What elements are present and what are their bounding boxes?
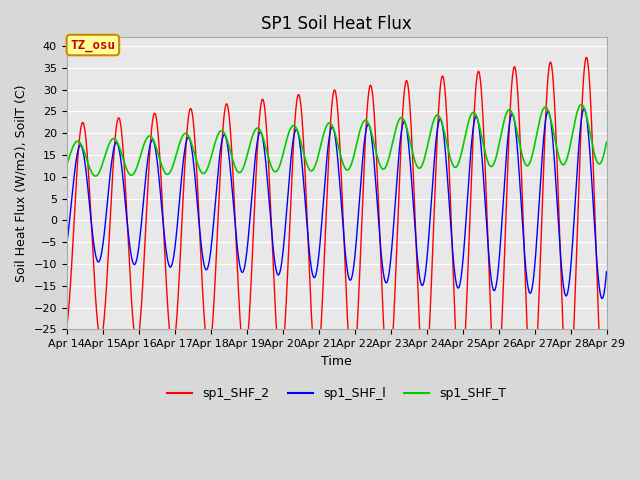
sp1_SHF_2 [170, 343, 177, 348]
sp1_SHF_2 [603, 389, 611, 395]
sp1_SHF_T [420, 155, 428, 161]
sp1_SHF_2 [420, 377, 428, 383]
sp1_SHF_T [603, 139, 611, 145]
Line: sp1_SHF_2: sp1_SHF_2 [67, 58, 607, 403]
sp1_SHF_2 [243, 341, 251, 347]
Text: TZ_osu: TZ_osu [70, 38, 115, 51]
Line: sp1_SHF_l: sp1_SHF_l [67, 109, 607, 299]
sp1_SHF_2 [63, 324, 70, 329]
sp1_SHF_T [539, 107, 547, 113]
Title: SP1 Soil Heat Flux: SP1 Soil Heat Flux [261, 15, 412, 33]
sp1_SHF_l [420, 277, 428, 283]
sp1_SHF_l [538, 151, 546, 157]
sp1_SHF_l [580, 106, 588, 112]
sp1_SHF_l [170, 254, 177, 260]
sp1_SHF_2 [600, 400, 608, 406]
sp1_SHF_2 [582, 55, 590, 60]
sp1_SHF_T [92, 173, 99, 179]
sp1_SHF_T [170, 159, 178, 165]
sp1_SHF_2 [538, 199, 546, 204]
sp1_SHF_l [491, 288, 499, 293]
sp1_SHF_T [492, 157, 499, 163]
sp1_SHF_T [183, 131, 191, 137]
sp1_SHF_l [598, 296, 606, 301]
sp1_SHF_T [577, 102, 585, 108]
X-axis label: Time: Time [321, 355, 352, 368]
sp1_SHF_l [63, 241, 70, 247]
sp1_SHF_l [183, 137, 191, 143]
sp1_SHF_l [603, 269, 611, 275]
sp1_SHF_2 [491, 379, 499, 385]
sp1_SHF_T [63, 162, 70, 168]
sp1_SHF_l [243, 246, 251, 252]
Legend: sp1_SHF_2, sp1_SHF_l, sp1_SHF_T: sp1_SHF_2, sp1_SHF_l, sp1_SHF_T [162, 382, 511, 405]
Line: sp1_SHF_T: sp1_SHF_T [67, 105, 607, 176]
sp1_SHF_2 [183, 132, 191, 137]
sp1_SHF_T [244, 151, 252, 156]
Y-axis label: Soil Heat Flux (W/m2), SoilT (C): Soil Heat Flux (W/m2), SoilT (C) [15, 84, 28, 282]
